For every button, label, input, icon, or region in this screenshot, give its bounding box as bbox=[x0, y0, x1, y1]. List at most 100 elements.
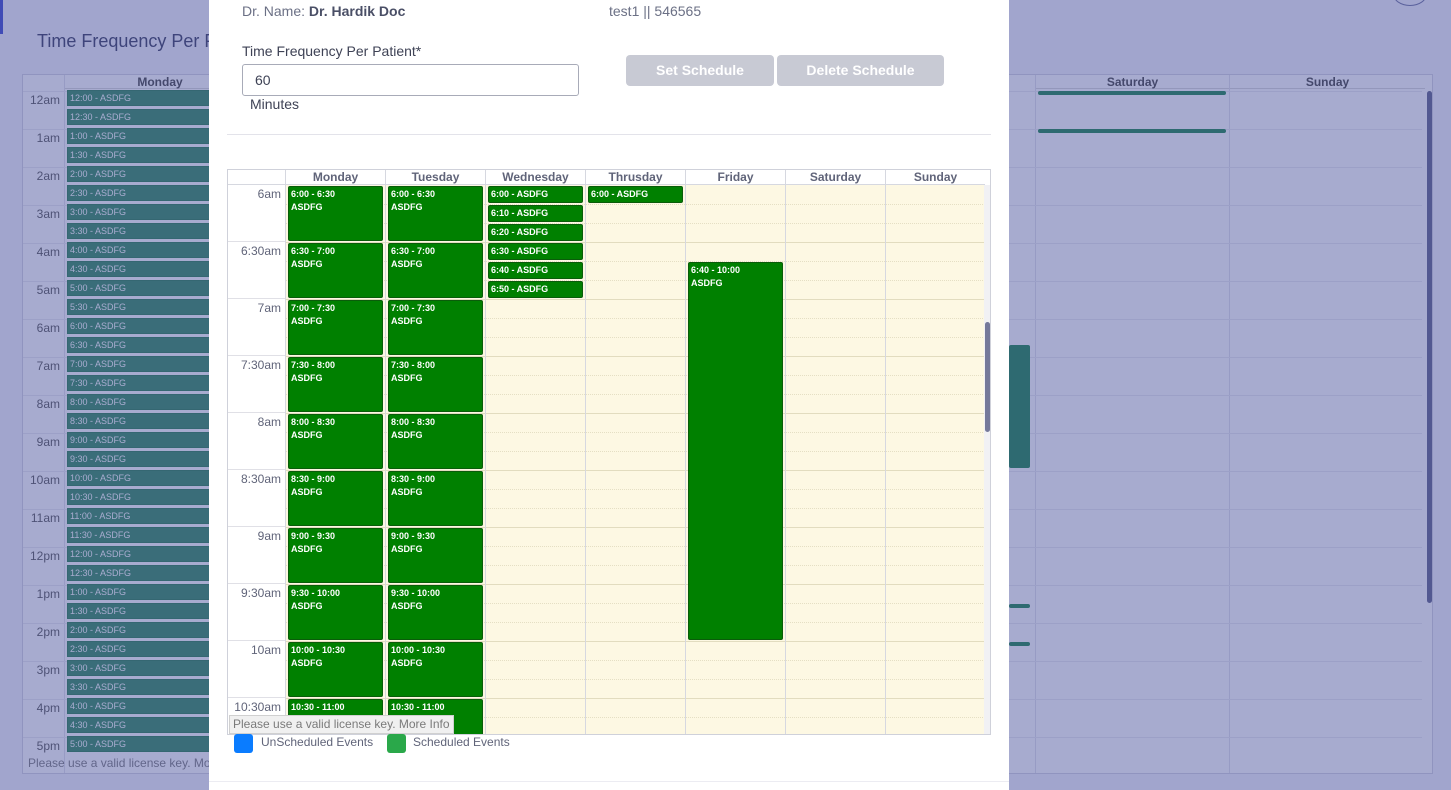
scheduled-event[interactable]: 9:00 - 9:30 ASDFG bbox=[288, 528, 383, 583]
grid-line bbox=[1229, 75, 1230, 773]
slot-line bbox=[285, 356, 985, 357]
slot-line bbox=[285, 394, 985, 395]
background-event[interactable]: 11:00 - ASDFG bbox=[67, 508, 217, 524]
event-time: 6:00 - 6:30 bbox=[291, 189, 336, 199]
day-column-monday[interactable] bbox=[285, 185, 385, 734]
calendar-scrollbar[interactable] bbox=[1427, 91, 1432, 603]
scheduled-event[interactable]: 7:30 - 8:00 ASDFG bbox=[288, 357, 383, 412]
time-tick bbox=[228, 355, 285, 356]
background-time-label: 4pm bbox=[36, 701, 60, 715]
day-header-monday: Monday bbox=[285, 170, 385, 185]
background-event[interactable]: 1:30 - ASDFG bbox=[67, 603, 217, 619]
delete-schedule-button[interactable]: Delete Schedule bbox=[777, 55, 944, 86]
divider bbox=[227, 134, 991, 135]
scheduled-event[interactable]: 10:00 - 10:30 ASDFG bbox=[388, 642, 483, 697]
background-event[interactable]: 1:00 - ASDFG bbox=[67, 128, 217, 144]
time-label: 10am bbox=[250, 643, 281, 657]
scheduled-event[interactable]: 9:30 - 10:00 ASDFG bbox=[388, 585, 483, 640]
set-schedule-button[interactable]: Set Schedule bbox=[626, 55, 774, 86]
event-time: 8:00 - 8:30 bbox=[291, 417, 336, 427]
scheduled-event[interactable]: 6:00 - 6:30 ASDFG bbox=[388, 186, 483, 241]
slot-line bbox=[285, 470, 985, 471]
background-time-label: 9am bbox=[36, 435, 60, 449]
scheduled-event[interactable]: 7:30 - 8:00 ASDFG bbox=[388, 357, 483, 412]
event-time: 9:30 - 10:00 bbox=[291, 588, 341, 598]
event-title: ASDFG bbox=[391, 544, 423, 554]
background-event[interactable]: 12:30 - ASDFG bbox=[67, 565, 217, 581]
background-event[interactable]: 4:30 - ASDFG bbox=[67, 261, 217, 277]
background-event[interactable]: 2:30 - ASDFG bbox=[67, 641, 217, 657]
day-column-friday[interactable] bbox=[685, 185, 785, 734]
scheduled-event[interactable]: 8:00 - 8:30 ASDFG bbox=[388, 414, 483, 469]
event-title: ASDFG bbox=[391, 430, 423, 440]
scheduled-swatch bbox=[387, 734, 406, 753]
scheduled-event[interactable]: 6:40 - ASDFG bbox=[488, 262, 583, 279]
scheduler-scrollbar-thumb[interactable] bbox=[985, 322, 990, 432]
scheduled-event[interactable]: 6:10 - ASDFG bbox=[488, 205, 583, 222]
background-event[interactable]: 3:30 - ASDFG bbox=[67, 223, 217, 239]
event-title: ASDFG bbox=[691, 278, 723, 288]
background-event[interactable]: 12:30 - ASDFG bbox=[67, 109, 217, 125]
time-label: 6am bbox=[257, 187, 281, 201]
scheduled-event[interactable]: 8:00 - 8:30 ASDFG bbox=[288, 414, 383, 469]
scheduled-event[interactable]: 6:40 - 10:00 ASDFG bbox=[688, 262, 783, 640]
background-event[interactable]: 12:00 - ASDFG bbox=[67, 546, 217, 562]
license-notice[interactable]: Please use a valid license key. More Inf… bbox=[229, 715, 454, 734]
scheduled-event[interactable]: 8:30 - 9:00 ASDFG bbox=[388, 471, 483, 526]
scheduled-event[interactable]: 9:00 - 9:30 ASDFG bbox=[388, 528, 483, 583]
scheduled-event[interactable]: 6:30 - ASDFG bbox=[488, 243, 583, 260]
slot-line bbox=[285, 204, 985, 205]
day-column-wednesday[interactable] bbox=[485, 185, 585, 734]
scheduled-event[interactable]: 7:00 - 7:30 ASDFG bbox=[288, 300, 383, 355]
time-label: 9am bbox=[257, 529, 281, 543]
day-column-thrusday[interactable] bbox=[585, 185, 685, 734]
event-title: ASDFG bbox=[291, 658, 323, 668]
scheduled-event[interactable]: 6:00 - ASDFG bbox=[488, 186, 583, 203]
background-event[interactable]: 9:00 - ASDFG bbox=[67, 432, 217, 448]
scheduler-scrollbar-track[interactable] bbox=[984, 185, 990, 734]
day-column-sunday[interactable] bbox=[885, 185, 985, 734]
event-time: 8:30 - 9:00 bbox=[391, 474, 436, 484]
frequency-input[interactable] bbox=[242, 64, 579, 96]
background-event[interactable]: 3:30 - ASDFG bbox=[67, 679, 217, 695]
background-day-header: Sunday bbox=[1230, 75, 1425, 89]
background-event[interactable]: 8:00 - ASDFG bbox=[67, 394, 217, 410]
time-tick bbox=[228, 241, 285, 242]
event-time: 6:30 - 7:00 bbox=[291, 246, 336, 256]
background-event[interactable]: 9:30 - ASDFG bbox=[67, 451, 217, 467]
scheduled-event[interactable]: 6:30 - 7:00 ASDFG bbox=[288, 243, 383, 298]
scheduler-grid[interactable]: 6:00 - 6:30 ASDFG 6:30 - 7:00 ASDFG 7:00 - 7… bbox=[285, 185, 985, 734]
scheduled-event[interactable]: 10:00 - 10:30 ASDFG bbox=[288, 642, 383, 697]
background-event[interactable]: 11:30 - ASDFG bbox=[67, 527, 217, 543]
background-event[interactable]: 7:30 - ASDFG bbox=[67, 375, 217, 391]
time-tick bbox=[228, 469, 285, 470]
scheduled-event[interactable]: 6:50 - ASDFG bbox=[488, 281, 583, 298]
scheduler-corner bbox=[228, 170, 285, 185]
background-time-label: 3pm bbox=[36, 663, 60, 677]
background-event[interactable]: 4:00 - ASDFG bbox=[67, 242, 217, 258]
event-title: ASDFG bbox=[291, 601, 323, 611]
day-column-tuesday[interactable] bbox=[385, 185, 485, 734]
background-time-label: 1pm bbox=[36, 587, 60, 601]
time-tick bbox=[228, 640, 285, 641]
scheduled-event[interactable]: 8:30 - 9:00 ASDFG bbox=[288, 471, 383, 526]
scheduled-event[interactable]: 7:00 - 7:30 ASDFG bbox=[388, 300, 483, 355]
scheduled-event[interactable]: 6:30 - 7:00 ASDFG bbox=[388, 243, 483, 298]
background-event[interactable]: 2:00 - ASDFG bbox=[67, 622, 217, 638]
background-time-label: 3am bbox=[36, 207, 60, 221]
event-time: 6:30 - 7:00 bbox=[391, 246, 436, 256]
event-bar bbox=[1038, 91, 1226, 95]
scheduled-event[interactable]: 6:20 - ASDFG bbox=[488, 224, 583, 241]
background-time-label: 7am bbox=[36, 359, 60, 373]
scheduled-event[interactable]: 6:00 - 6:30 ASDFG bbox=[288, 186, 383, 241]
background-event[interactable]: 3:00 - ASDFG bbox=[67, 660, 217, 676]
scheduled-event[interactable]: 6:00 - ASDFG bbox=[588, 186, 683, 203]
event-title: ASDFG bbox=[391, 202, 423, 212]
background-event[interactable]: 7:00 - ASDFG bbox=[67, 356, 217, 372]
scheduled-event[interactable]: 9:30 - 10:00 ASDFG bbox=[288, 585, 383, 640]
day-header-friday: Friday bbox=[685, 170, 785, 185]
day-column-saturday[interactable] bbox=[785, 185, 885, 734]
event-time: 7:00 - 7:30 bbox=[291, 303, 336, 313]
slot-line bbox=[285, 242, 985, 243]
background-event[interactable]: 10:00 - ASDFG bbox=[67, 470, 217, 486]
